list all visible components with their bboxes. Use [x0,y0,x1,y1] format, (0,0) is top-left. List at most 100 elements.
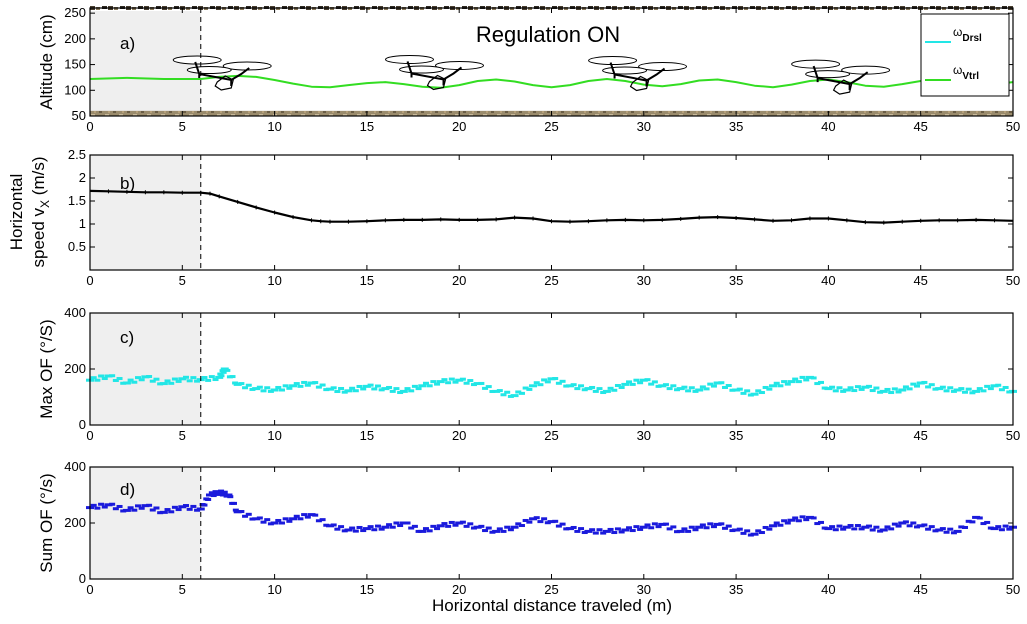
data-point-c [529,384,538,388]
x-tick-label-b: 10 [267,273,281,288]
data-point-d [644,523,651,527]
x-tick-label-a: 45 [913,119,927,134]
data-point-c [829,385,836,389]
data-point-c [921,380,928,384]
data-point-d [611,531,618,535]
data-point-c [219,369,226,373]
data-point-d [906,524,913,528]
data-point-d [362,527,371,531]
data-point-c [681,385,688,389]
data-point-d [670,525,677,529]
data-point-d [232,508,239,512]
y-tick-label-a: 100 [64,82,86,97]
data-point-d [939,527,946,531]
data-point-c [408,389,415,393]
x-tick-label-a: 15 [360,119,374,134]
data-point-d [404,521,411,525]
data-point-d [399,521,408,525]
data-point-d [596,528,603,532]
data-point-c [998,388,1005,392]
data-point-d [98,502,105,506]
data-point-c [98,374,105,378]
data-point-d [467,522,474,526]
data-point-c [426,384,433,388]
data-point-c [869,389,876,393]
data-point-d [725,524,732,528]
x-tick-label-d: 45 [913,582,927,597]
data-point-d [312,513,319,517]
x-tick-label-a: 30 [637,119,651,134]
data-point-c [995,383,1002,387]
data-point-c [858,387,865,391]
legend-box [920,13,1010,97]
data-point-c [750,392,759,396]
data-point-d [344,528,353,532]
data-point-d [349,526,356,530]
data-point-d [995,525,1002,529]
x-tick-label-b: 30 [637,273,651,288]
data-point-d [965,519,972,523]
x-tick-label-b: 0 [86,273,93,288]
data-point-d [851,527,858,531]
data-point-d [602,529,611,533]
data-point-c [297,384,304,388]
data-point-d [529,517,538,521]
data-point-c [537,383,544,387]
data-point-d [559,522,566,526]
data-point-d [164,508,171,512]
data-point-c [695,388,704,392]
data-point-d [607,527,614,531]
data-point-c [744,389,751,393]
data-point-d [805,515,814,519]
data-point-d [178,505,187,509]
data-point-d [695,525,704,529]
data-point-d [998,528,1005,532]
data-point-c [718,381,725,385]
x-tick-label-b: 40 [821,273,835,288]
data-point-c [541,378,548,382]
data-point-c [138,378,145,382]
data-point-d [962,525,969,529]
data-point-c [201,376,208,380]
data-point-c [866,384,873,388]
data-point-c [592,389,599,393]
data-point-c [301,380,308,384]
data-point-d [799,515,806,519]
data-point-d [389,525,396,529]
data-point-c [676,387,685,391]
data-point-d [109,502,116,506]
data-point-c [496,389,503,393]
series-line-a [89,74,1014,89]
data-point-d [699,523,706,527]
data-point-d [589,528,596,532]
data-point-c [824,387,833,391]
data-point-c [910,382,917,386]
data-point-d [703,526,710,530]
data-point-c [374,384,381,388]
data-point-d [784,521,791,525]
data-point-c [217,372,224,376]
data-point-c [795,380,802,384]
data-point-d [976,516,983,520]
data-point-c [939,385,946,389]
data-point-c [325,387,334,391]
data-point-c [895,390,902,394]
data-point-d [116,504,123,508]
data-point-d [740,531,747,535]
data-point-c [349,386,356,390]
data-point-d [463,524,470,528]
data-point-c [463,381,470,385]
y-tick-label-b: 1 [79,216,86,231]
data-point-c [651,380,658,384]
data-point-c [626,380,633,384]
data-point-c [307,381,316,385]
data-point-c [710,384,717,388]
data-point-c [644,378,651,382]
data-point-c [215,375,224,379]
data-point-c [344,389,353,393]
data-point-d [869,528,876,532]
data-point-c [212,378,219,382]
data-point-c [109,374,116,378]
data-point-d [168,510,175,514]
data-point-c [559,379,566,383]
